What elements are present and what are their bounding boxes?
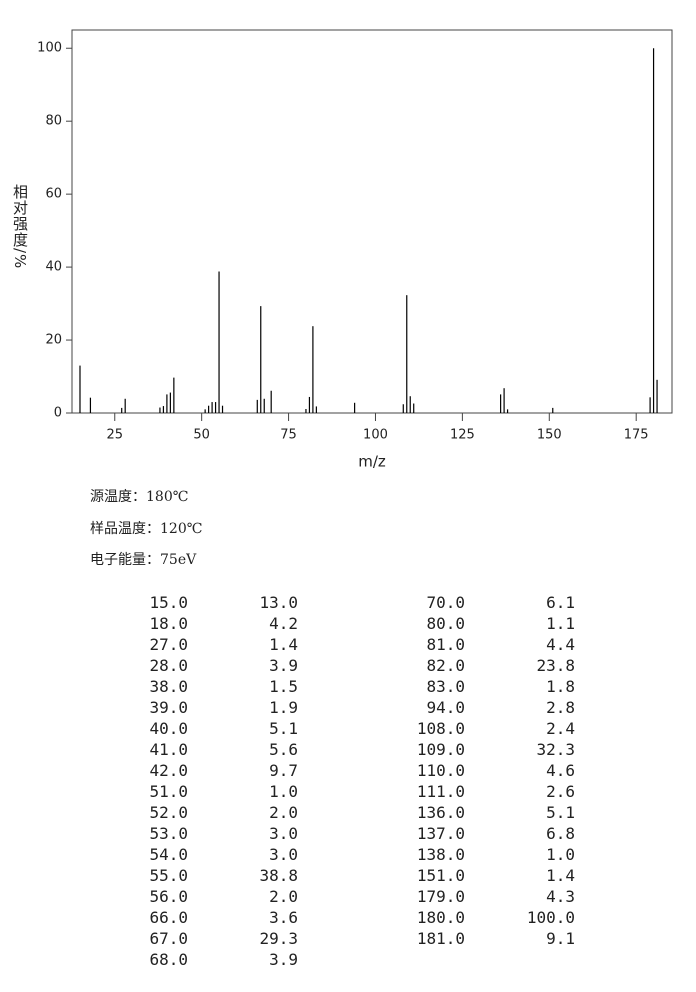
y-axis-label: 相对强度/% [11, 184, 29, 270]
mz: 42.0 [149, 761, 188, 780]
y-tick-label: 80 [45, 114, 62, 129]
intensity: 1.1 [546, 614, 575, 633]
mz: 52.0 [149, 803, 188, 822]
mz: 18.0 [149, 614, 188, 633]
intensity: 1.8 [546, 677, 575, 696]
intensity: 5.6 [269, 740, 298, 759]
intensity: 3.0 [269, 824, 298, 843]
x-tick-label: 75 [280, 428, 297, 443]
intensity: 6.8 [546, 824, 575, 843]
mz: 108.0 [416, 719, 465, 738]
mz: 53.0 [149, 824, 188, 843]
intensity: 1.4 [546, 866, 575, 885]
mz: 41.0 [149, 740, 188, 759]
mz: 51.0 [149, 782, 188, 801]
mz: 67.0 [149, 929, 188, 948]
intensity: 5.1 [269, 719, 298, 738]
intensity: 6.1 [546, 593, 575, 612]
chart: m/z 0 20 40 60 80 100 25 50 75 100 125 150 175 [37, 29, 673, 471]
plot-frame [71, 29, 673, 414]
x-tick-label: 175 [624, 428, 649, 443]
y-tick-label: 100 [37, 41, 62, 56]
mz: 28.0 [149, 656, 188, 675]
intensity: 29.3 [259, 929, 298, 948]
intensity: 9.7 [269, 761, 298, 780]
mz: 109.0 [416, 740, 465, 759]
mz: 111.0 [416, 782, 465, 801]
intensity: 23.8 [536, 656, 575, 675]
intensity: 4.3 [546, 887, 575, 906]
mz: 94.0 [426, 698, 465, 717]
intensity: 1.5 [269, 677, 298, 696]
info-line: 样品温度：120℃ [90, 520, 203, 537]
mz: 138.0 [416, 845, 465, 864]
y-tick-label: 0 [54, 406, 62, 421]
intensity: 32.3 [536, 740, 575, 759]
info-line: 电子能量：75eV [90, 552, 197, 568]
mz: 83.0 [426, 677, 465, 696]
mz: 70.0 [426, 593, 465, 612]
intensity: 2.6 [546, 782, 575, 801]
mz: 40.0 [149, 719, 188, 738]
intensity: 4.4 [546, 635, 575, 654]
mz: 180.0 [416, 908, 465, 927]
mz: 136.0 [416, 803, 465, 822]
x-tick-label: 50 [193, 428, 210, 443]
mz: 15.0 [149, 593, 188, 612]
mz: 68.0 [149, 950, 188, 969]
x-tick-label: 150 [537, 428, 562, 443]
intensity: 38.8 [259, 866, 298, 885]
mz: 110.0 [416, 761, 465, 780]
intensity: 100.0 [526, 908, 575, 927]
x-tick-label: 100 [363, 428, 388, 443]
intensity: 2.0 [269, 887, 298, 906]
intensity: 2.8 [546, 698, 575, 717]
mz: 80.0 [426, 614, 465, 633]
intensity: 3.9 [269, 950, 298, 969]
intensity: 3.0 [269, 845, 298, 864]
mz: 39.0 [149, 698, 188, 717]
intensity: 9.1 [546, 929, 575, 948]
intensity: 2.0 [269, 803, 298, 822]
mz: 179.0 [416, 887, 465, 906]
intensity: 1.4 [269, 635, 298, 654]
intensity: 1.0 [546, 845, 575, 864]
mz: 81.0 [426, 635, 465, 654]
intensity: 4.6 [546, 761, 575, 780]
mz: 54.0 [149, 845, 188, 864]
intensity: 1.9 [269, 698, 298, 717]
y-tick-label: 60 [45, 187, 62, 202]
x-tick-label: 125 [450, 428, 475, 443]
intensity: 3.9 [269, 656, 298, 675]
mz: 82.0 [426, 656, 465, 675]
intensity: 1.0 [269, 782, 298, 801]
mz: 56.0 [149, 887, 188, 906]
mz: 151.0 [416, 866, 465, 885]
intensity: 4.2 [269, 614, 298, 633]
mz: 38.0 [149, 677, 188, 696]
mz: 137.0 [416, 824, 465, 843]
mz: 27.0 [149, 635, 188, 654]
intensity: 5.1 [546, 803, 575, 822]
x-tick-label: 25 [106, 428, 123, 443]
intensity: 13.0 [259, 593, 298, 612]
y-tick-label: 20 [45, 333, 62, 348]
intensity: 3.6 [269, 908, 298, 927]
mz: 66.0 [149, 908, 188, 927]
mz: 181.0 [416, 929, 465, 948]
info-line: 源温度：180℃ [90, 489, 189, 505]
y-tick-label: 40 [45, 260, 62, 275]
mz: 55.0 [149, 866, 188, 885]
intensity: 2.4 [546, 719, 575, 738]
x-axis-label: m/z [358, 453, 386, 471]
